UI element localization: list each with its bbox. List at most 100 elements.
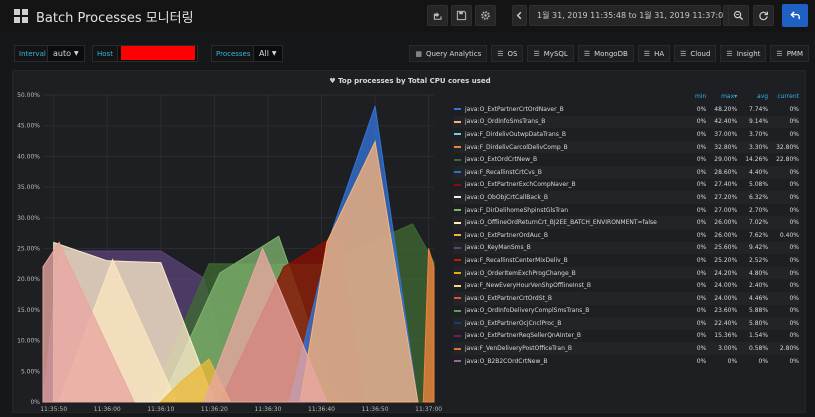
legend-series-name[interactable]: java:O_ExtPartnerCrtOrdSt_B xyxy=(453,295,676,302)
panel-title[interactable]: ♥ Top processes by Total CPU cores used xyxy=(329,77,491,85)
link-mysql[interactable]: ☰ MySQL xyxy=(527,45,574,62)
legend-color-swatch[interactable] xyxy=(454,133,461,136)
legend-row[interactable]: java:O_ExtPartnerCrtOrdSt_B 0% 24.00% 4.46%… xyxy=(453,291,799,305)
legend-avg-value: 3.30% xyxy=(749,143,769,151)
save-dashboard-button[interactable] xyxy=(451,5,472,26)
legend-color-swatch[interactable] xyxy=(454,183,461,186)
legend-row[interactable]: java:O_OrdInfoSmsTrans_B 0% 42.40% 9.14% 0% xyxy=(453,115,799,129)
legend-series-name[interactable]: java:O_ExtPartnerReqSellerQnAInter_B xyxy=(453,332,676,339)
legend-row[interactable]: java:O_OrderItemExchProgChange_B 0% 24.20%… xyxy=(453,266,799,280)
legend-series-name[interactable]: java:O_ExtPartnerOrdAuc_B xyxy=(453,232,676,239)
legend-color-swatch[interactable] xyxy=(454,322,461,325)
dashboard-title[interactable]: Batch Processes 모니터링 xyxy=(36,11,194,26)
link-pmm[interactable]: ☰ PMM xyxy=(770,45,809,62)
legend-series-name[interactable]: java:O_ExtPartnerOcjCnclProc_B xyxy=(453,320,676,327)
legend-row[interactable]: java:F_DirdelivCarcolDelivComp_B 0% 32.80%… xyxy=(453,140,799,154)
legend-color-swatch[interactable] xyxy=(454,284,461,287)
legend-series-name[interactable]: java:F_DirdelivCarcolDelivComp_B xyxy=(453,144,676,151)
legend-row[interactable]: java:F_DirDelihomeShpinstGlsTran 0% 27.00%… xyxy=(453,204,799,217)
legend-row[interactable]: java:O_ObObjCrtCallBack_B 0% 27.20% 6.32% 0% xyxy=(453,191,799,204)
legend-avg-value: 7.62% xyxy=(749,231,769,239)
legend-row[interactable]: java:O_ExtPartnerExchCompNaver_B 0% 27.40%… xyxy=(453,179,799,192)
legend-min-value: 0% xyxy=(696,345,707,353)
legend-series-name[interactable]: java:F_DirdelivOutwpDataTrans_B xyxy=(453,131,676,138)
legend-row[interactable]: java:F_NewEveryHourVenShpOfflineInst_B 0%… xyxy=(453,279,799,292)
legend-row[interactable]: java:F_DirdelivOutwpDataTrans_B 0% 37.00% 3… xyxy=(453,128,799,141)
x-tick-label: 11:36:20 xyxy=(201,406,228,413)
legend-color-swatch[interactable] xyxy=(454,234,461,237)
link-insight[interactable]: ☰ Insight xyxy=(720,45,767,62)
legend-series-name[interactable]: java:O_OrdInfoSmsTrans_B xyxy=(453,118,676,125)
legend-series-name[interactable]: java:O_OrdInfoDeliveryComplSmsTrans_B xyxy=(453,307,676,314)
legend-color-swatch[interactable] xyxy=(454,171,461,174)
legend-series-name[interactable]: java:F_NewEveryHourVenShpOfflineInst_B xyxy=(453,282,676,289)
y-tick-label: 40.00% xyxy=(17,153,40,160)
cpu-area-chart[interactable]: 0% 5.00% 10.00% 15.00% 20.00% 25.00% 30.00% 35.… xyxy=(13,71,453,414)
legend-row[interactable]: java:O_ExtPartnerOcjCnclProc_B 0% 22.40% 5.… xyxy=(453,317,799,330)
y-tick-label: 50.00% xyxy=(17,92,40,99)
legend-color-swatch[interactable] xyxy=(454,347,461,350)
chart-legend-table: min max▾ avg current java:O_ExtPartnerCr… xyxy=(453,93,799,367)
legend-color-swatch[interactable] xyxy=(454,360,461,363)
share-dashboard-button[interactable] xyxy=(427,5,448,26)
legend-color-swatch[interactable] xyxy=(454,146,461,149)
legend-color-swatch[interactable] xyxy=(454,108,461,111)
legend-row[interactable]: java:F_RecallinstCenterMixDeliv_B 0% 25.20… xyxy=(453,254,799,267)
legend-min-value: 0% xyxy=(696,130,707,138)
time-range-picker[interactable]: 1월 31, 2019 11:35:48 to 1월 31, 2019 11:3… xyxy=(529,5,728,26)
legend-col-min[interactable]: min xyxy=(694,93,707,100)
legend-color-swatch[interactable] xyxy=(454,297,461,300)
legend-row[interactable]: java:O_ExtOrdCrtNew_B 0% 29.00% 14.26% 22.80… xyxy=(453,153,799,166)
legend-color-swatch[interactable] xyxy=(454,246,461,249)
legend-series-name[interactable]: java:F_DirDelihomeShpinstGlsTran xyxy=(453,207,676,214)
settings-button[interactable] xyxy=(475,5,496,26)
legend-row[interactable]: java:O_OrdInfoDeliveryComplSmsTrans_B 0% 2… xyxy=(453,305,799,318)
time-shift-back-button[interactable] xyxy=(512,5,527,26)
legend-color-swatch[interactable] xyxy=(454,272,461,275)
link-ha[interactable]: ☰ HA xyxy=(637,45,671,62)
legend-row[interactable]: java:O_B2B2COrdCrtNew_B 0% 0% 0% 0% xyxy=(453,355,799,368)
legend-color-swatch[interactable] xyxy=(454,158,461,161)
series-area xyxy=(422,248,435,403)
interval-dropdown[interactable]: auto ▼ xyxy=(47,45,85,62)
zoom-out-button[interactable] xyxy=(728,5,749,26)
dashboard-grid-icon[interactable] xyxy=(14,9,28,23)
legend-series-name[interactable]: java:O_OfflineOrdReturnCrt_BJ2EE_BATCH_E… xyxy=(453,219,676,226)
legend-row[interactable]: java:O_OfflineOrdReturnCrt_BJ2EE_BATCH_E… xyxy=(453,216,799,229)
link-query-analytics[interactable]: ▦ Query Analytics xyxy=(409,45,488,62)
legend-row[interactable]: java:O_ExtPartnerReqSellerQnAInter_B 0% 15… xyxy=(453,330,799,343)
back-to-dashboard-button[interactable] xyxy=(782,4,808,27)
legend-series-name[interactable]: java:O_ExtOrdCrtNew_B xyxy=(453,156,676,163)
legend-series-name[interactable]: java:F_VenDeliveryPostOfficeTran_B xyxy=(453,345,676,352)
legend-color-swatch[interactable] xyxy=(454,309,461,312)
legend-row[interactable]: java:O_KeyManSms_B 0% 25.60% 9.42% 0% xyxy=(453,241,799,255)
legend-color-swatch[interactable] xyxy=(454,334,461,337)
refresh-button[interactable] xyxy=(753,5,774,26)
legend-row[interactable]: java:O_ExtPartnerOrdAuc_B 0% 26.00% 7.62% 0.… xyxy=(453,229,799,242)
legend-series-name[interactable]: java:O_KeyManSms_B xyxy=(453,244,676,251)
legend-series-name[interactable]: java:O_B2B2COrdCrtNew_B xyxy=(453,358,676,365)
legend-col-max[interactable]: max▾ xyxy=(721,93,738,100)
processes-label: Processes xyxy=(211,45,256,62)
legend-row[interactable]: java:F_VenDeliveryPostOfficeTran_B 0% 3.00… xyxy=(453,342,799,355)
processes-dropdown[interactable]: All ▼ xyxy=(253,45,283,62)
legend-series-name[interactable]: java:O_OrderItemExchProgChange_B xyxy=(453,270,676,277)
link-cloud[interactable]: ☰ Cloud xyxy=(674,45,717,62)
legend-color-swatch[interactable] xyxy=(454,196,461,199)
legend-series-name[interactable]: java:F_RecallinstCenterMixDeliv_B xyxy=(453,257,676,264)
legend-series-name[interactable]: java:O_ExtPartnerCrtOrdNaver_B xyxy=(453,106,676,113)
legend-series-name[interactable]: java:O_ExtPartnerExchCompNaver_B xyxy=(453,181,676,188)
legend-col-current[interactable]: current xyxy=(777,93,799,100)
legend-color-swatch[interactable] xyxy=(454,120,461,123)
legend-col-avg[interactable]: avg xyxy=(757,93,769,100)
legend-color-swatch[interactable] xyxy=(454,209,461,212)
legend-series-name[interactable]: java:O_ObObjCrtCallBack_B xyxy=(453,194,676,201)
legend-row[interactable]: java:F_RecallinstCrtCvs_B 0% 28.60% 4.40% 0% xyxy=(453,165,799,179)
legend-series-name[interactable]: java:F_RecallinstCrtCvs_B xyxy=(453,169,676,176)
legend-color-swatch[interactable] xyxy=(454,259,461,262)
link-mongodb[interactable]: ☰ MongoDB xyxy=(577,45,634,62)
legend-row[interactable]: java:O_ExtPartnerCrtOrdNaver_B 0% 48.20% 7.… xyxy=(453,103,799,116)
legend-avg-value: 2.40% xyxy=(749,282,769,290)
link-os[interactable]: ☰ OS xyxy=(491,45,524,62)
legend-color-swatch[interactable] xyxy=(454,221,461,224)
